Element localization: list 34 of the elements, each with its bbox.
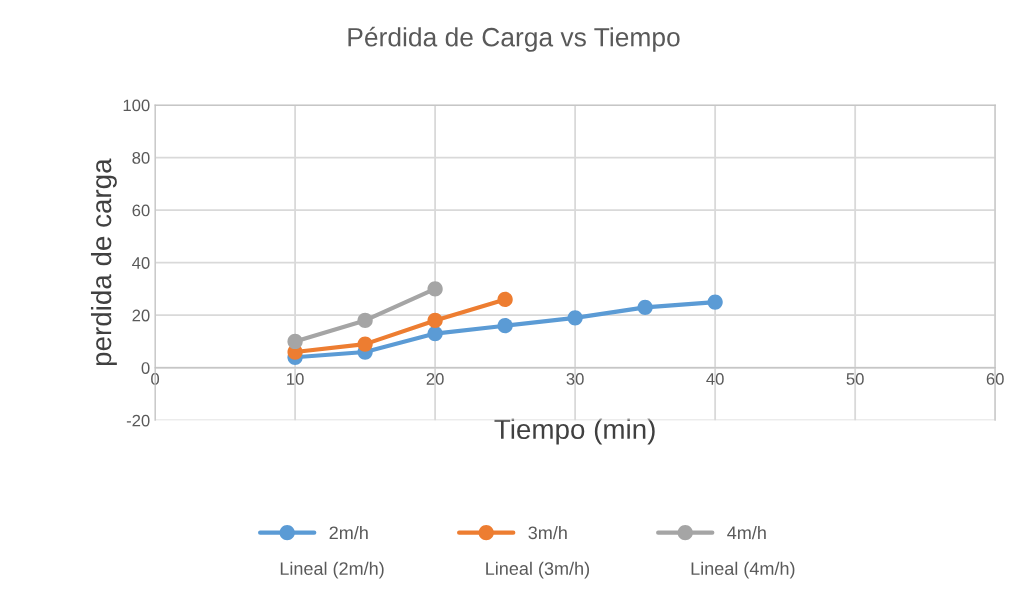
text: Lineal (4m/h) <box>691 561 795 579</box>
text: Lineal (3m/h) <box>486 561 589 579</box>
point <box>357 312 373 329</box>
x-tick-label: 20 <box>426 373 444 385</box>
x-tick-label: 30 <box>566 373 584 385</box>
y-tick-label: 20 <box>132 309 150 322</box>
y-axis-title: perdida de carga <box>90 158 117 366</box>
x-tick-label: 10 <box>287 373 304 385</box>
x-tick-label: 40 <box>706 373 724 385</box>
x-tick-label: 50 <box>846 373 864 385</box>
y-tick-label: 0 <box>141 362 150 374</box>
y-tick-label: 80 <box>132 152 150 164</box>
chart-title: Pérdida de Carga vs Tiempo <box>348 26 680 52</box>
point <box>497 318 513 334</box>
y-tick-label: 60 <box>132 204 150 217</box>
y-tick-label: 100 <box>123 99 150 112</box>
legend-label: 4m/h <box>727 525 766 540</box>
point <box>427 325 443 342</box>
point <box>287 333 303 350</box>
point <box>707 294 723 310</box>
legend-label: 3m/h <box>528 525 567 540</box>
x-tick-label: 0 <box>151 373 160 385</box>
point <box>567 310 583 326</box>
point <box>357 336 373 352</box>
legend-label: 2m/h <box>329 525 368 540</box>
x-axis-title: Tiempo (min) <box>494 418 655 445</box>
point <box>427 281 443 297</box>
y-tick-label: -20 <box>126 414 150 427</box>
point <box>637 299 653 315</box>
point <box>497 291 513 308</box>
y-tick-label: 40 <box>132 257 150 269</box>
point <box>427 312 443 329</box>
text: Lineal (2m/h) <box>280 561 384 579</box>
x-tick-label: 60 <box>986 373 1004 385</box>
